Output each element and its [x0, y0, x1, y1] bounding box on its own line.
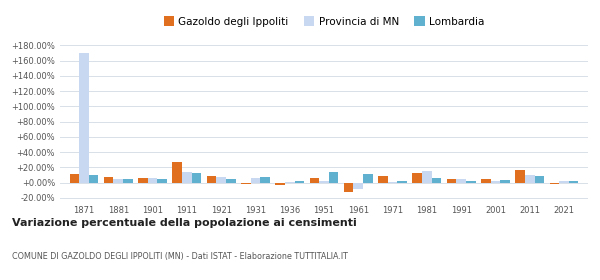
Bar: [207, 176, 217, 183]
Bar: [412, 173, 422, 183]
Bar: [251, 178, 260, 183]
Bar: [217, 177, 226, 183]
Bar: [559, 181, 569, 183]
Bar: [157, 179, 167, 183]
Bar: [123, 179, 133, 183]
Bar: [275, 183, 285, 185]
Bar: [113, 179, 123, 183]
Bar: [104, 177, 113, 183]
Bar: [397, 181, 407, 183]
Bar: [295, 181, 304, 183]
Bar: [191, 173, 201, 183]
Bar: [500, 180, 510, 183]
Bar: [422, 171, 431, 183]
Bar: [89, 175, 98, 183]
Bar: [466, 181, 476, 183]
Text: COMUNE DI GAZOLDO DEGLI IPPOLITI (MN) - Dati ISTAT - Elaborazione TUTTITALIA.IT: COMUNE DI GAZOLDO DEGLI IPPOLITI (MN) - …: [12, 252, 348, 261]
Bar: [260, 177, 270, 183]
Bar: [388, 182, 397, 183]
Bar: [431, 178, 441, 183]
Bar: [319, 181, 329, 183]
Bar: [550, 183, 559, 184]
Bar: [329, 172, 338, 183]
Bar: [148, 178, 157, 183]
Bar: [363, 174, 373, 183]
Bar: [310, 178, 319, 183]
Bar: [378, 176, 388, 183]
Bar: [226, 179, 236, 183]
Bar: [457, 179, 466, 183]
Bar: [353, 183, 363, 189]
Bar: [138, 178, 148, 183]
Bar: [285, 182, 295, 183]
Bar: [569, 181, 578, 183]
Legend: Gazoldo degli Ippoliti, Provincia di MN, Lombardia: Gazoldo degli Ippoliti, Provincia di MN,…: [160, 12, 488, 31]
Bar: [447, 179, 457, 183]
Bar: [515, 170, 525, 183]
Bar: [535, 176, 544, 183]
Text: Variazione percentuale della popolazione ai censimenti: Variazione percentuale della popolazione…: [12, 218, 357, 228]
Bar: [481, 179, 491, 183]
Bar: [172, 162, 182, 183]
Bar: [344, 183, 353, 192]
Bar: [241, 183, 251, 184]
Bar: [491, 181, 500, 183]
Bar: [70, 174, 79, 183]
Bar: [182, 172, 191, 183]
Bar: [525, 175, 535, 183]
Bar: [79, 53, 89, 183]
